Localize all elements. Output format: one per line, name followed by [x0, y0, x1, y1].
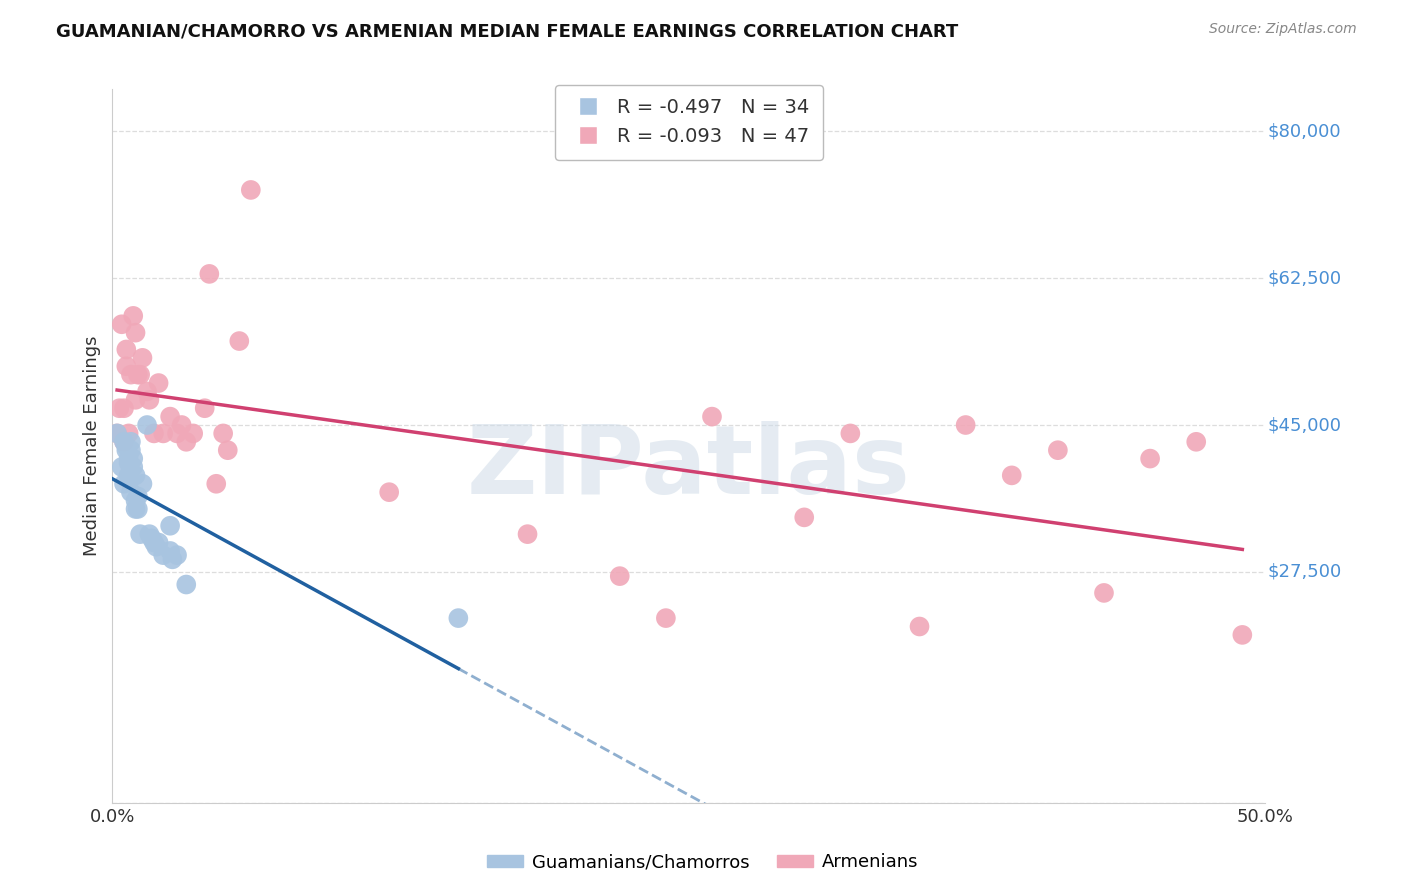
Text: Source: ZipAtlas.com: Source: ZipAtlas.com: [1209, 22, 1357, 37]
Point: [194, 401, 217, 416]
Point: [166, 426, 188, 441]
Point: [112, 434, 135, 449]
Point: [174, 577, 197, 591]
Point: [239, 183, 262, 197]
Point: [131, 476, 153, 491]
Point: [148, 376, 170, 390]
Point: [217, 443, 239, 458]
Point: [111, 460, 134, 475]
Point: [115, 359, 138, 374]
Point: [655, 611, 678, 625]
Point: [112, 401, 135, 416]
Point: [120, 443, 142, 458]
Text: ZIPatlas: ZIPatlas: [467, 421, 911, 514]
Point: [152, 426, 174, 441]
Point: [228, 334, 250, 348]
Point: [793, 510, 815, 524]
Point: [120, 485, 142, 500]
Point: [122, 309, 145, 323]
Point: [117, 426, 139, 441]
Point: [105, 426, 128, 441]
Text: GUAMANIAN/CHAMORRO VS ARMENIAN MEDIAN FEMALE EARNINGS CORRELATION CHART: GUAMANIAN/CHAMORRO VS ARMENIAN MEDIAN FE…: [56, 22, 959, 40]
Legend: Guamanians/Chamorros, Armenians: Guamanians/Chamorros, Armenians: [479, 847, 927, 879]
Point: [1139, 451, 1161, 466]
Point: [152, 548, 174, 562]
Point: [112, 476, 135, 491]
Point: [124, 392, 146, 407]
Point: [120, 434, 142, 449]
Point: [609, 569, 631, 583]
Point: [1092, 586, 1115, 600]
Point: [181, 426, 204, 441]
Point: [1185, 434, 1208, 449]
Point: [115, 439, 138, 453]
Point: [117, 451, 139, 466]
Point: [1001, 468, 1024, 483]
Point: [117, 456, 139, 470]
Point: [131, 351, 153, 365]
Point: [115, 443, 138, 458]
Point: [122, 460, 145, 475]
Point: [700, 409, 723, 424]
Point: [378, 485, 401, 500]
Point: [112, 434, 135, 449]
Point: [170, 417, 193, 432]
Point: [955, 417, 977, 432]
Point: [127, 502, 149, 516]
Point: [141, 532, 163, 546]
Point: [108, 401, 131, 416]
Point: [159, 409, 181, 424]
Point: [1232, 628, 1254, 642]
Point: [124, 326, 146, 340]
Point: [198, 267, 221, 281]
Point: [129, 368, 152, 382]
Point: [115, 343, 138, 357]
Point: [122, 451, 145, 466]
Point: [111, 318, 134, 332]
Point: [1046, 443, 1069, 458]
Y-axis label: Median Female Earnings: Median Female Earnings: [83, 335, 101, 557]
Point: [148, 535, 170, 549]
Point: [174, 434, 197, 449]
Point: [129, 527, 152, 541]
Point: [159, 544, 181, 558]
Point: [136, 384, 159, 399]
Point: [117, 468, 139, 483]
Point: [159, 518, 181, 533]
Point: [105, 426, 128, 441]
Point: [138, 527, 160, 541]
Point: [143, 426, 166, 441]
Point: [212, 426, 235, 441]
Point: [143, 535, 166, 549]
Text: $62,500: $62,500: [1268, 269, 1341, 287]
Point: [124, 468, 146, 483]
Text: $27,500: $27,500: [1268, 563, 1341, 581]
Point: [120, 368, 142, 382]
Point: [124, 502, 146, 516]
Point: [166, 548, 188, 562]
Point: [162, 552, 184, 566]
Point: [516, 527, 538, 541]
Point: [205, 476, 228, 491]
Point: [136, 417, 159, 432]
Point: [127, 489, 149, 503]
Text: $80,000: $80,000: [1268, 122, 1341, 140]
Legend: R = -0.497   N = 34, R = -0.093   N = 47: R = -0.497 N = 34, R = -0.093 N = 47: [555, 85, 823, 160]
Point: [124, 493, 146, 508]
Text: $45,000: $45,000: [1268, 416, 1341, 434]
Point: [127, 368, 149, 382]
Point: [908, 619, 931, 633]
Point: [839, 426, 862, 441]
Point: [138, 392, 160, 407]
Point: [145, 540, 167, 554]
Point: [447, 611, 470, 625]
